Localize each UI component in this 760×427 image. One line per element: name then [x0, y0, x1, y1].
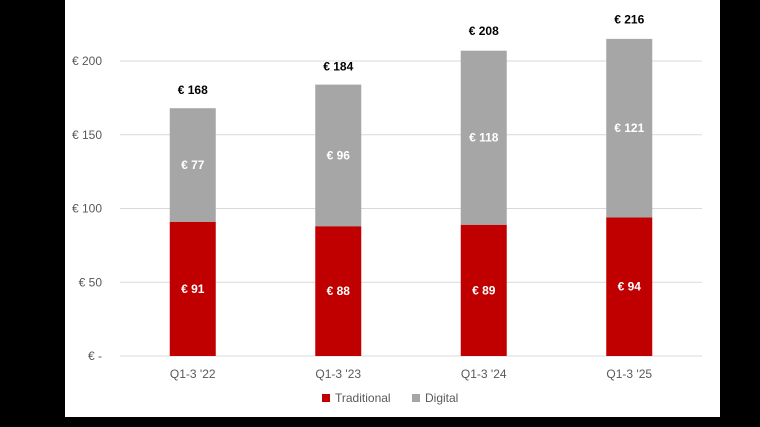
x-tick-label: Q1-3 '24	[461, 367, 507, 381]
segment-value-label: € 96	[327, 148, 351, 162]
bar-segment-digital	[460, 50, 507, 225]
legend-label-traditional: Traditional	[335, 391, 391, 405]
total-value-label: € 216	[614, 12, 644, 26]
total-value-label: € 208	[469, 24, 499, 38]
y-axis-ticks: € - € 50 € 100 € 150 € 200	[72, 54, 102, 363]
x-axis-ticks: Q1-3 '22 Q1-3 '23 Q1-3 '24 Q1-3 '25	[170, 367, 652, 381]
segment-value-label: € 89	[472, 283, 496, 297]
y-tick-label: € 100	[72, 202, 102, 216]
segment-value-label: € 121	[614, 121, 644, 135]
gridlines	[120, 60, 702, 357]
y-tick-label: € 150	[72, 128, 102, 142]
segment-value-label: € 118	[469, 131, 499, 145]
stacked-bar-chart: € - € 50 € 100 € 150 € 200 € 91 € 77 € 168 € 88…	[72, 12, 702, 405]
bars	[169, 38, 653, 356]
bar-segment-digital	[315, 84, 362, 227]
bar-segment-traditional	[460, 224, 507, 356]
bar-segment-traditional	[169, 221, 216, 356]
bar-segment-traditional	[315, 226, 362, 356]
segment-value-label: € 88	[327, 284, 351, 298]
y-tick-label: € -	[88, 349, 102, 363]
x-tick-label: Q1-3 '23	[315, 367, 361, 381]
y-tick-label: € 200	[72, 54, 102, 68]
total-value-label: € 168	[178, 83, 208, 97]
y-tick-label: € 50	[79, 275, 103, 289]
legend-swatch-digital	[412, 394, 420, 402]
chart-panel: € - € 50 € 100 € 150 € 200 € 91 € 77 € 168 € 88…	[65, 0, 720, 417]
bar-segment-traditional	[606, 217, 653, 356]
data-labels: € 91 € 77 € 168 € 88 € 96 € 184 € 89 € 118 € 208…	[178, 12, 645, 298]
segment-value-label: € 94	[618, 280, 642, 294]
segment-value-label: € 91	[181, 282, 205, 296]
legend-swatch-traditional	[322, 394, 330, 402]
bar-segment-digital	[606, 38, 653, 218]
legend: Traditional Digital	[322, 391, 458, 405]
total-value-label: € 184	[323, 60, 353, 74]
bar-segment-digital	[169, 108, 216, 222]
x-tick-label: Q1-3 '25	[606, 367, 652, 381]
legend-label-digital: Digital	[425, 391, 458, 405]
x-tick-label: Q1-3 '22	[170, 367, 216, 381]
segment-value-label: € 77	[181, 158, 205, 172]
